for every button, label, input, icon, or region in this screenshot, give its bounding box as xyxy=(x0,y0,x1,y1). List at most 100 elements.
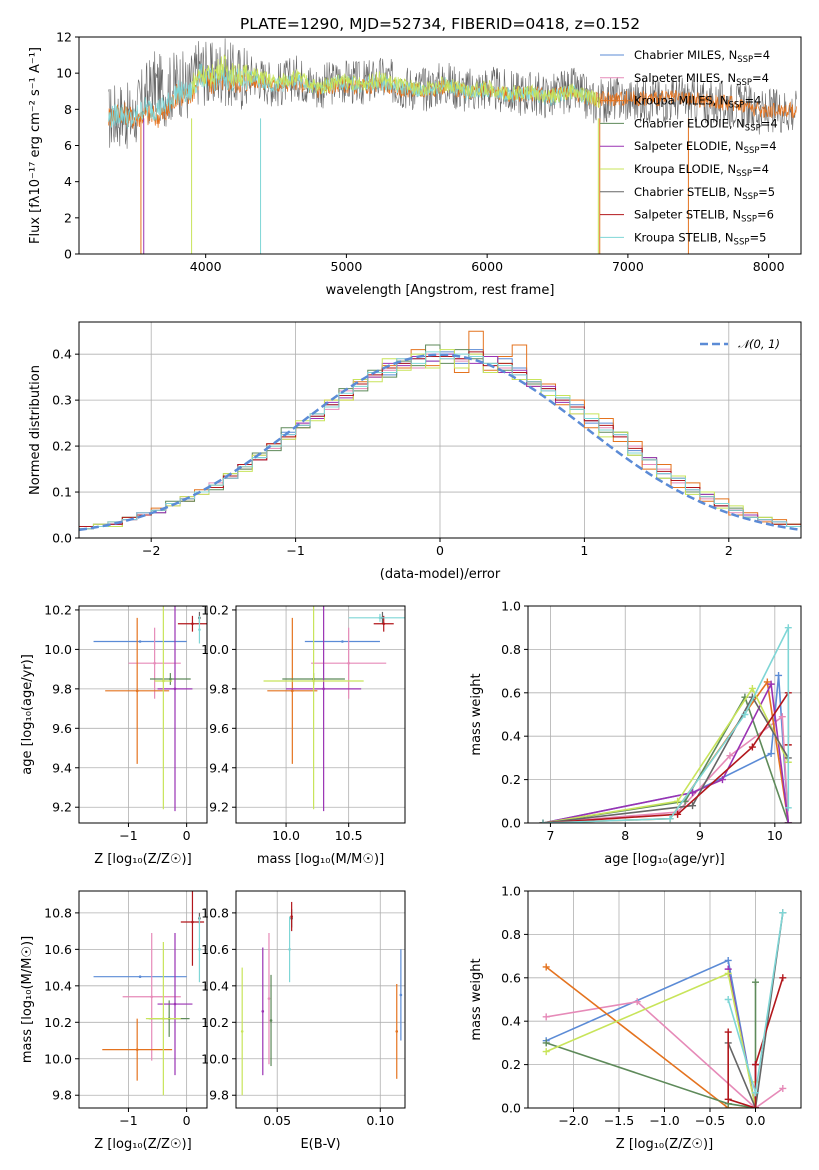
y-tick-label: 10.8 xyxy=(201,905,229,920)
legend-label-kroupa_miles: Kroupa MILES, NSSP=4 xyxy=(634,94,761,111)
x-tick-label: −1 xyxy=(286,543,304,558)
point-salpeter_miles xyxy=(153,661,156,665)
plot-area xyxy=(263,606,405,812)
weight-line-kroupa_elodie xyxy=(542,686,790,823)
chart-weight_vs_age: 7 8 9 10 0.0 0.2 0.4 0.6 0.8 1.0 age [log₁₀(age/yr… xyxy=(469,599,802,867)
weight-marker-kroupa_elodie xyxy=(542,1048,550,1056)
weight-marker-salpeter_miles xyxy=(778,713,786,721)
y-tick-label: 9.2 xyxy=(209,800,229,815)
y-tick-label: 0.6 xyxy=(501,685,521,700)
y-axis-label: mass [log₁₀(M/M☉)] xyxy=(20,936,35,1063)
y-tick-label: 0.8 xyxy=(501,642,521,657)
point-kroupa_stelib xyxy=(198,948,201,951)
weight-line-chabrier_stelib xyxy=(542,695,789,823)
point-salpeter_stelib xyxy=(191,622,194,626)
point-salpeter_miles xyxy=(347,661,350,665)
y-tick-label: 10.2 xyxy=(44,1015,72,1030)
y-tick-label: 10.2 xyxy=(201,602,229,617)
weight-marker-chabrier_stelib xyxy=(689,802,697,810)
y-tick-label: 9.8 xyxy=(209,1088,229,1103)
weight-marker-kroupa_stelib xyxy=(724,996,732,1003)
y-tick-label: 10.0 xyxy=(44,1051,72,1066)
y-tick-label: 10.0 xyxy=(44,642,72,657)
weight-marker-kroupa_stelib xyxy=(784,624,792,632)
x-tick-label: 1 xyxy=(580,543,588,558)
x-axis-label: Z [log₁₀(Z/Z☉)] xyxy=(616,1137,713,1152)
weight-line-chabrier_elodie xyxy=(545,982,757,1108)
y-tick-label: 9.4 xyxy=(209,760,229,775)
x-axis-label: (data-model)/error xyxy=(380,567,501,582)
y-tick-label: 0.0 xyxy=(52,531,72,546)
x-axis-label: E(B-V) xyxy=(300,1137,340,1152)
y-tick-label: 9.8 xyxy=(209,681,229,696)
point-chabrier_miles xyxy=(399,993,403,997)
weight-marker-kroupa_elodie xyxy=(674,797,682,805)
y-tick-label: 1.0 xyxy=(501,884,521,899)
x-tick-label: 4000 xyxy=(190,259,222,274)
spectrum-series-chabrier_stelib xyxy=(108,38,797,149)
weight-line-kroupa_miles xyxy=(545,966,756,1108)
weight-line-chabrier_miles xyxy=(545,959,757,1108)
weight-marker-salpeter_miles xyxy=(726,752,734,760)
x-tick-label: 10.0 xyxy=(272,828,300,843)
weight-line-salpeter_miles xyxy=(542,715,790,823)
x-tick-label: 7 xyxy=(546,828,554,843)
point-kroupa_elodie xyxy=(162,1017,165,1020)
point-kroupa_elodie xyxy=(162,679,165,683)
axes-frame xyxy=(78,36,802,255)
y-tick-label: 4 xyxy=(64,174,72,189)
weight-marker-salpeter_stelib xyxy=(752,1104,759,1108)
point-kroupa_elodie xyxy=(240,1030,244,1033)
point-salpeter_elodie xyxy=(173,1002,177,1006)
legend-label-chabrier_miles: Chabrier MILES, NSSP=4 xyxy=(634,48,770,65)
y-axis-label: age [log₁₀(age/yr)] xyxy=(20,654,35,775)
y-tick-label: 10.0 xyxy=(201,642,229,657)
point-kroupa_elodie xyxy=(312,679,315,683)
point-salpeter_stelib xyxy=(382,622,386,626)
axes-frame xyxy=(527,605,802,824)
axes-frame xyxy=(78,890,208,1109)
point-chabrier_elodie xyxy=(169,677,172,681)
axes-frame xyxy=(235,605,406,824)
x-axis-label: Z [log₁₀(Z/Z☉)] xyxy=(94,852,191,867)
point-kroupa_miles xyxy=(395,1030,399,1033)
point-salpeter_miles xyxy=(150,995,154,999)
point-kroupa_miles xyxy=(135,1048,139,1051)
y-axis-label: Flux [fλ10⁻¹⁷ erg cm⁻² s⁻¹ A⁻¹] xyxy=(28,47,43,244)
point-salpeter_stelib xyxy=(290,915,293,918)
y-tick-label: 0.0 xyxy=(501,816,521,831)
y-tick-label: 9.8 xyxy=(52,681,72,696)
y-axis-label: mass weight xyxy=(469,958,484,1040)
x-tick-label: 0 xyxy=(183,828,191,843)
plot-area xyxy=(542,909,787,1108)
x-tick-label: −1 xyxy=(119,828,137,843)
legend-label-normal: 𝒩(0, 1) xyxy=(738,337,780,351)
plot-area xyxy=(79,330,801,538)
weight-marker-salpeter_stelib xyxy=(674,810,682,818)
y-tick-label: 9.6 xyxy=(209,721,229,736)
weight-marker-salpeter_elodie xyxy=(784,819,792,823)
x-axis-label: age [log₁₀(age/yr)] xyxy=(604,852,725,867)
weight-marker-kroupa_stelib xyxy=(784,804,792,812)
y-tick-label: 0.3 xyxy=(52,393,72,408)
axes-frame xyxy=(78,605,208,824)
y-axis-label: Normed distribution xyxy=(28,365,43,495)
point-salpeter_stelib xyxy=(191,920,194,924)
y-tick-label: 10.0 xyxy=(201,1051,229,1066)
x-tick-label: 10 xyxy=(767,828,783,843)
weight-marker-salpeter_elodie xyxy=(767,680,775,688)
weight-marker-chabrier_elodie xyxy=(752,978,759,986)
chart-age_vs_mass: 10.0 10.5 9.2 9.4 9.6 9.8 10.0 10.2 mass [log₁₀(… xyxy=(201,602,406,867)
x-tick-label: 2 xyxy=(725,543,733,558)
x-tick-label: −1.5 xyxy=(604,1113,634,1128)
y-tick-label: 0.1 xyxy=(52,485,72,500)
weight-marker-salpeter_elodie xyxy=(718,776,726,784)
legend-label-salpeter_miles: Salpeter MILES, NSSP=4 xyxy=(634,71,769,88)
weight-marker-salpeter_stelib xyxy=(724,1028,732,1036)
y-tick-label: 10.2 xyxy=(44,602,72,617)
point-salpeter_elodie xyxy=(173,687,177,691)
weight-marker-salpeter_miles xyxy=(542,1013,550,1021)
legend-label-salpeter_stelib: Salpeter STELIB, NSSP=6 xyxy=(634,208,774,225)
point-kroupa_stelib xyxy=(378,616,382,620)
plot-area xyxy=(93,891,205,1096)
